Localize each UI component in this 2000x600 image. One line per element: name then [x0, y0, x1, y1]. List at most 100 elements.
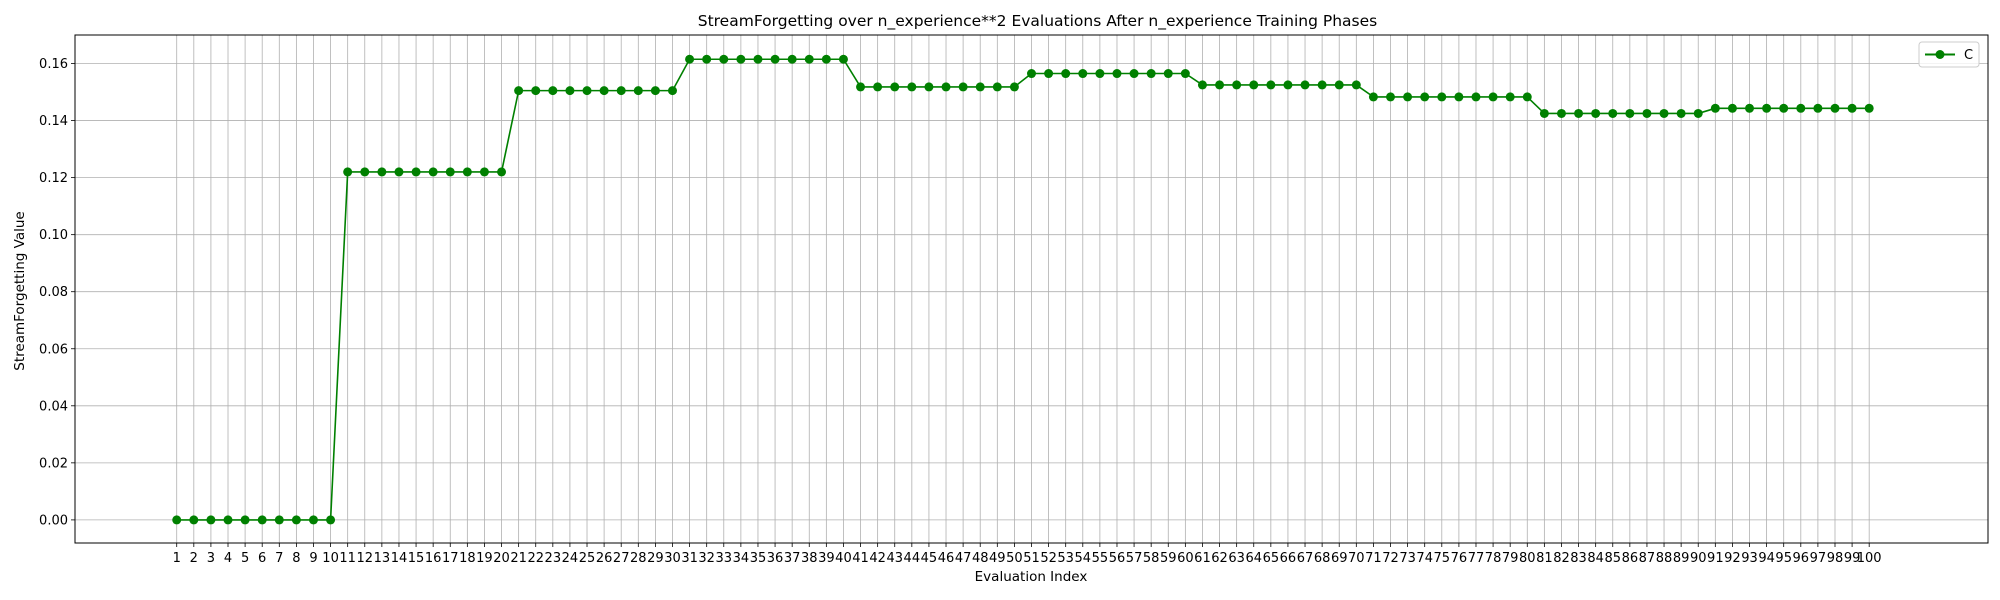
x-tick-label: 13 — [374, 551, 391, 566]
data-point — [1625, 108, 1635, 118]
data-point — [1403, 92, 1413, 102]
data-point — [1197, 80, 1207, 90]
data-point — [1078, 69, 1088, 79]
x-tick-label: 35 — [750, 551, 767, 566]
y-axis-ticks: 0.00 0.02 0.04 0.06 0.08 0.10 0.12 0.14 0.16 — [39, 57, 75, 528]
series-line — [176, 58, 1870, 521]
x-tick-label: 32 — [698, 551, 715, 566]
data-point — [1437, 92, 1447, 102]
x-tick-label: 26 — [596, 551, 613, 566]
x-tick-label: 37 — [784, 551, 801, 566]
data-point — [1779, 103, 1789, 113]
data-point — [1454, 92, 1464, 102]
x-tick-label: 34 — [733, 551, 750, 566]
y-tick-label: 0.04 — [39, 399, 68, 414]
x-tick-label: 96 — [1793, 551, 1810, 566]
data-point — [326, 515, 336, 525]
x-tick-label: 85 — [1604, 551, 1621, 566]
data-point — [1129, 69, 1139, 79]
x-axis-ticks: 1 2 3 4 5 6 7 8 9 10 11 12 13 14 15 16 17 18 19 20 21 22 23 24 2… — [173, 543, 1882, 566]
data-point — [1727, 103, 1737, 113]
data-point — [343, 167, 353, 177]
x-tick-label: 70 — [1348, 551, 1365, 566]
data-point — [873, 82, 883, 92]
data-point — [941, 82, 951, 92]
x-tick-label: 3 — [207, 551, 215, 566]
x-tick-label: 65 — [1263, 551, 1280, 566]
x-axis-label: Evaluation Index — [975, 569, 1088, 585]
x-tick-label: 4 — [224, 551, 232, 566]
x-tick-label: 47 — [955, 551, 972, 566]
x-tick-label: 44 — [904, 551, 921, 566]
x-tick-label: 19 — [476, 551, 493, 566]
legend-label: C — [1964, 48, 1973, 63]
x-tick-label: 24 — [562, 551, 579, 566]
x-tick-label: 16 — [425, 551, 442, 566]
x-tick-label: 12 — [356, 551, 373, 566]
x-tick-label: 63 — [1228, 551, 1245, 566]
x-tick-label: 62 — [1211, 551, 1228, 566]
data-point — [548, 86, 558, 96]
data-point — [958, 82, 968, 92]
data-point — [514, 86, 524, 96]
data-point — [821, 54, 831, 64]
y-tick-label: 0.12 — [39, 171, 68, 186]
data-point — [377, 167, 387, 177]
x-tick-label: 95 — [1775, 551, 1792, 566]
x-tick-label: 67 — [1297, 551, 1314, 566]
x-tick-label: 9 — [309, 551, 317, 566]
chart-title: StreamForgetting over n_experience**2 Ev… — [698, 12, 1378, 31]
data-point — [445, 167, 455, 177]
data-point — [1745, 103, 1755, 113]
x-tick-label: 48 — [972, 551, 989, 566]
x-tick-label: 54 — [1075, 551, 1092, 566]
data-point — [890, 82, 900, 92]
data-point — [736, 54, 746, 64]
grid — [75, 35, 1988, 543]
data-point — [189, 515, 199, 525]
x-tick-label: 52 — [1040, 551, 1057, 566]
x-tick-label: 2 — [190, 551, 198, 566]
x-tick-label: 66 — [1280, 551, 1297, 566]
data-point — [1180, 69, 1190, 79]
x-tick-label: 75 — [1434, 551, 1451, 566]
x-tick-label: 11 — [339, 551, 356, 566]
x-tick-label: 27 — [613, 551, 630, 566]
x-tick-label: 30 — [664, 551, 681, 566]
data-point — [240, 515, 250, 525]
x-tick-label: 97 — [1810, 551, 1827, 566]
x-tick-label: 8 — [292, 551, 300, 566]
data-point — [975, 82, 985, 92]
x-tick-label: 69 — [1331, 551, 1348, 566]
x-tick-label: 39 — [818, 551, 835, 566]
x-tick-label: 78 — [1485, 551, 1502, 566]
x-tick-label: 23 — [545, 551, 562, 566]
data-point — [257, 515, 267, 525]
data-point — [1027, 69, 1036, 79]
data-point — [531, 86, 541, 96]
x-tick-label: 36 — [767, 551, 784, 566]
x-tick-label: 38 — [801, 551, 818, 566]
data-point — [1300, 80, 1310, 90]
data-point — [1608, 108, 1618, 118]
x-tick-label: 80 — [1519, 551, 1536, 566]
data-point — [1009, 82, 1019, 92]
x-tick-label: 40 — [835, 551, 852, 566]
legend: C — [1918, 41, 1980, 68]
data-point — [1317, 80, 1327, 90]
x-tick-label: 84 — [1587, 551, 1604, 566]
x-tick-label: 58 — [1143, 551, 1160, 566]
data-point — [1232, 80, 1242, 90]
data-point — [1283, 80, 1293, 90]
data-point — [1522, 92, 1532, 102]
data-point — [479, 167, 489, 177]
data-point — [1505, 92, 1515, 102]
data-point — [1351, 80, 1361, 90]
x-tick-label: 14 — [391, 551, 408, 566]
x-tick-label: 28 — [630, 551, 647, 566]
x-tick-label: 61 — [1194, 551, 1211, 566]
x-tick-label: 81 — [1536, 551, 1553, 566]
x-tick-label: 18 — [459, 551, 476, 566]
data-point — [719, 54, 729, 64]
